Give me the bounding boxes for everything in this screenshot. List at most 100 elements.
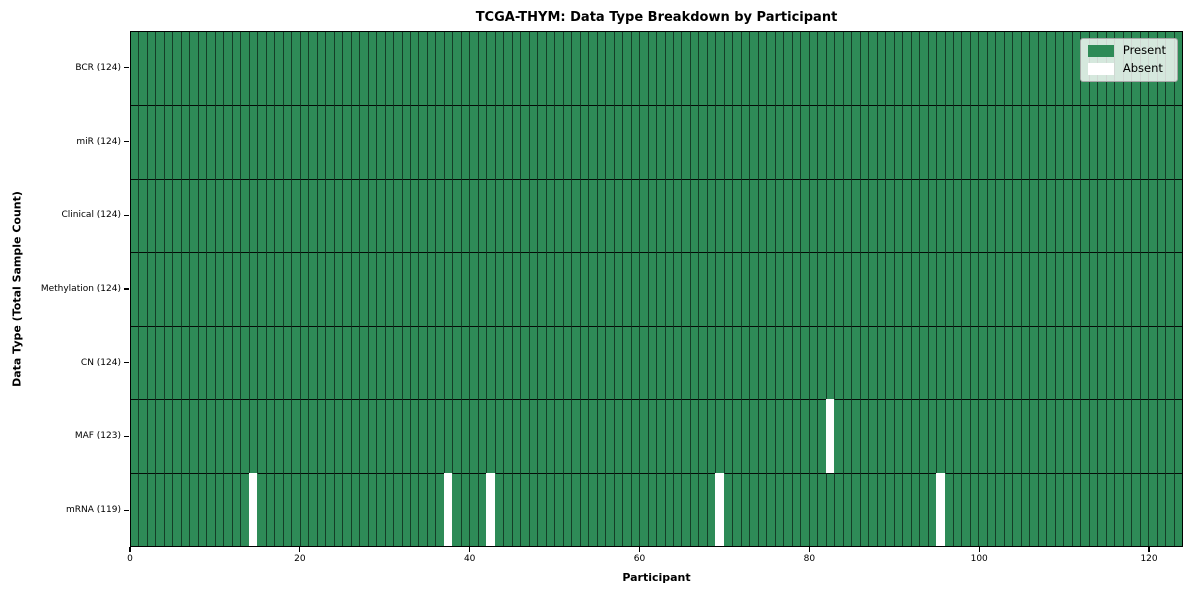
heatmap-cell [486, 252, 495, 326]
heatmap-cell [1037, 325, 1047, 400]
heatmap-cell [308, 472, 317, 546]
heatmap-cell [554, 399, 563, 473]
heatmap-cell [163, 252, 173, 326]
heatmap-cell [706, 32, 716, 106]
heatmap-cell [885, 178, 894, 253]
heatmap-cell [774, 472, 784, 546]
heatmap-cell [1122, 105, 1132, 179]
heatmap-cell [342, 399, 351, 473]
heatmap-cell [426, 472, 436, 546]
heatmap-cell [155, 472, 164, 546]
heatmap-cell [240, 32, 249, 106]
heatmap-cell [367, 32, 377, 106]
heatmap-cell [757, 252, 767, 326]
heatmap-cell [1020, 325, 1030, 400]
heatmap-cell [732, 178, 741, 253]
heatmap-cell [265, 472, 275, 546]
heatmap-cell [808, 472, 818, 546]
heatmap-cell [1046, 252, 1055, 326]
heatmap-cell [384, 32, 394, 106]
heatmap-cell [486, 105, 495, 179]
heatmap-cell [749, 252, 758, 326]
heatmap-cell [1105, 399, 1115, 473]
heatmap-cell [248, 325, 258, 400]
heatmap-cell [986, 252, 996, 326]
heatmap-cell [325, 178, 334, 253]
heatmap-cell [961, 32, 970, 106]
heatmap-cell [842, 325, 852, 400]
heatmap-cell [1122, 252, 1132, 326]
heatmap-cell [800, 105, 809, 179]
heatmap-cell [537, 32, 546, 106]
heatmap-cell [376, 472, 385, 546]
heatmap-cell [511, 252, 521, 326]
heatmap-cell [452, 399, 461, 473]
heatmap-cell [511, 178, 521, 253]
x-tick-mark [469, 547, 471, 552]
heatmap-cell [257, 32, 266, 106]
heatmap-cell [969, 399, 979, 473]
heatmap-cell [1080, 178, 1089, 253]
heatmap-cell [409, 472, 419, 546]
heatmap-cell [460, 325, 470, 400]
heatmap-cell [206, 32, 215, 106]
heatmap-cell [630, 105, 640, 179]
heatmap-cell [859, 178, 869, 253]
x-tick-label: 40 [463, 554, 476, 564]
heatmap-cell [851, 32, 860, 106]
heatmap-cell [952, 178, 962, 253]
heatmap-cell [274, 399, 283, 473]
heatmap-cell [274, 325, 283, 400]
heatmap-cell [1063, 252, 1072, 326]
heatmap-cell [554, 472, 563, 546]
heatmap-cell [282, 472, 292, 546]
heatmap-cell [1173, 105, 1183, 179]
heatmap-cell [715, 399, 724, 473]
heatmap-cell [1088, 178, 1098, 253]
heatmap-cell [1156, 105, 1166, 179]
heatmap-cell [783, 178, 792, 253]
heatmap-cell [477, 252, 487, 326]
heatmap-cell [1088, 325, 1098, 400]
heatmap-cell [1105, 252, 1115, 326]
heatmap-cell [766, 32, 775, 106]
heatmap-cell [1046, 472, 1055, 546]
chart-title: TCGA-THYM: Data Type Breakdown by Partic… [475, 10, 838, 25]
heatmap-cell [393, 178, 402, 253]
heatmap-cell [622, 325, 631, 400]
heatmap-cell [588, 472, 597, 546]
heatmap-cell [1020, 105, 1030, 179]
heatmap-cell [834, 178, 843, 253]
heatmap-cell [299, 252, 309, 326]
heatmap-cell [630, 325, 640, 400]
heatmap-cell [630, 32, 640, 106]
heatmap-cell [240, 325, 249, 400]
heatmap-cell [257, 399, 266, 473]
heatmap-cell [893, 105, 903, 179]
x-tick-label: 80 [803, 554, 816, 564]
heatmap-cell [180, 472, 190, 546]
heatmap-cell [359, 178, 368, 253]
x-tick-mark [299, 547, 301, 552]
heatmap-cell [876, 105, 886, 179]
heatmap-cell [842, 105, 852, 179]
heatmap-cell [1139, 105, 1149, 179]
heatmap-cell [605, 325, 614, 400]
heatmap-cell [774, 178, 784, 253]
heatmap-cell [1131, 252, 1140, 326]
heatmap-cell [1071, 32, 1081, 106]
heatmap-cell [774, 105, 784, 179]
heatmap-cell [791, 105, 801, 179]
heatmap-cell [986, 105, 996, 179]
heatmap-cell [503, 178, 512, 253]
heatmap-cell [376, 325, 385, 400]
x-tick-mark [1148, 547, 1150, 552]
heatmap-cell [893, 325, 903, 400]
heatmap-cell [800, 399, 809, 473]
y-tick-mark [124, 362, 129, 364]
heatmap-cell [995, 178, 1004, 253]
heatmap-cell [1020, 399, 1030, 473]
heatmap-cell [426, 399, 436, 473]
heatmap-cell [986, 325, 996, 400]
heatmap-cell [528, 399, 538, 473]
